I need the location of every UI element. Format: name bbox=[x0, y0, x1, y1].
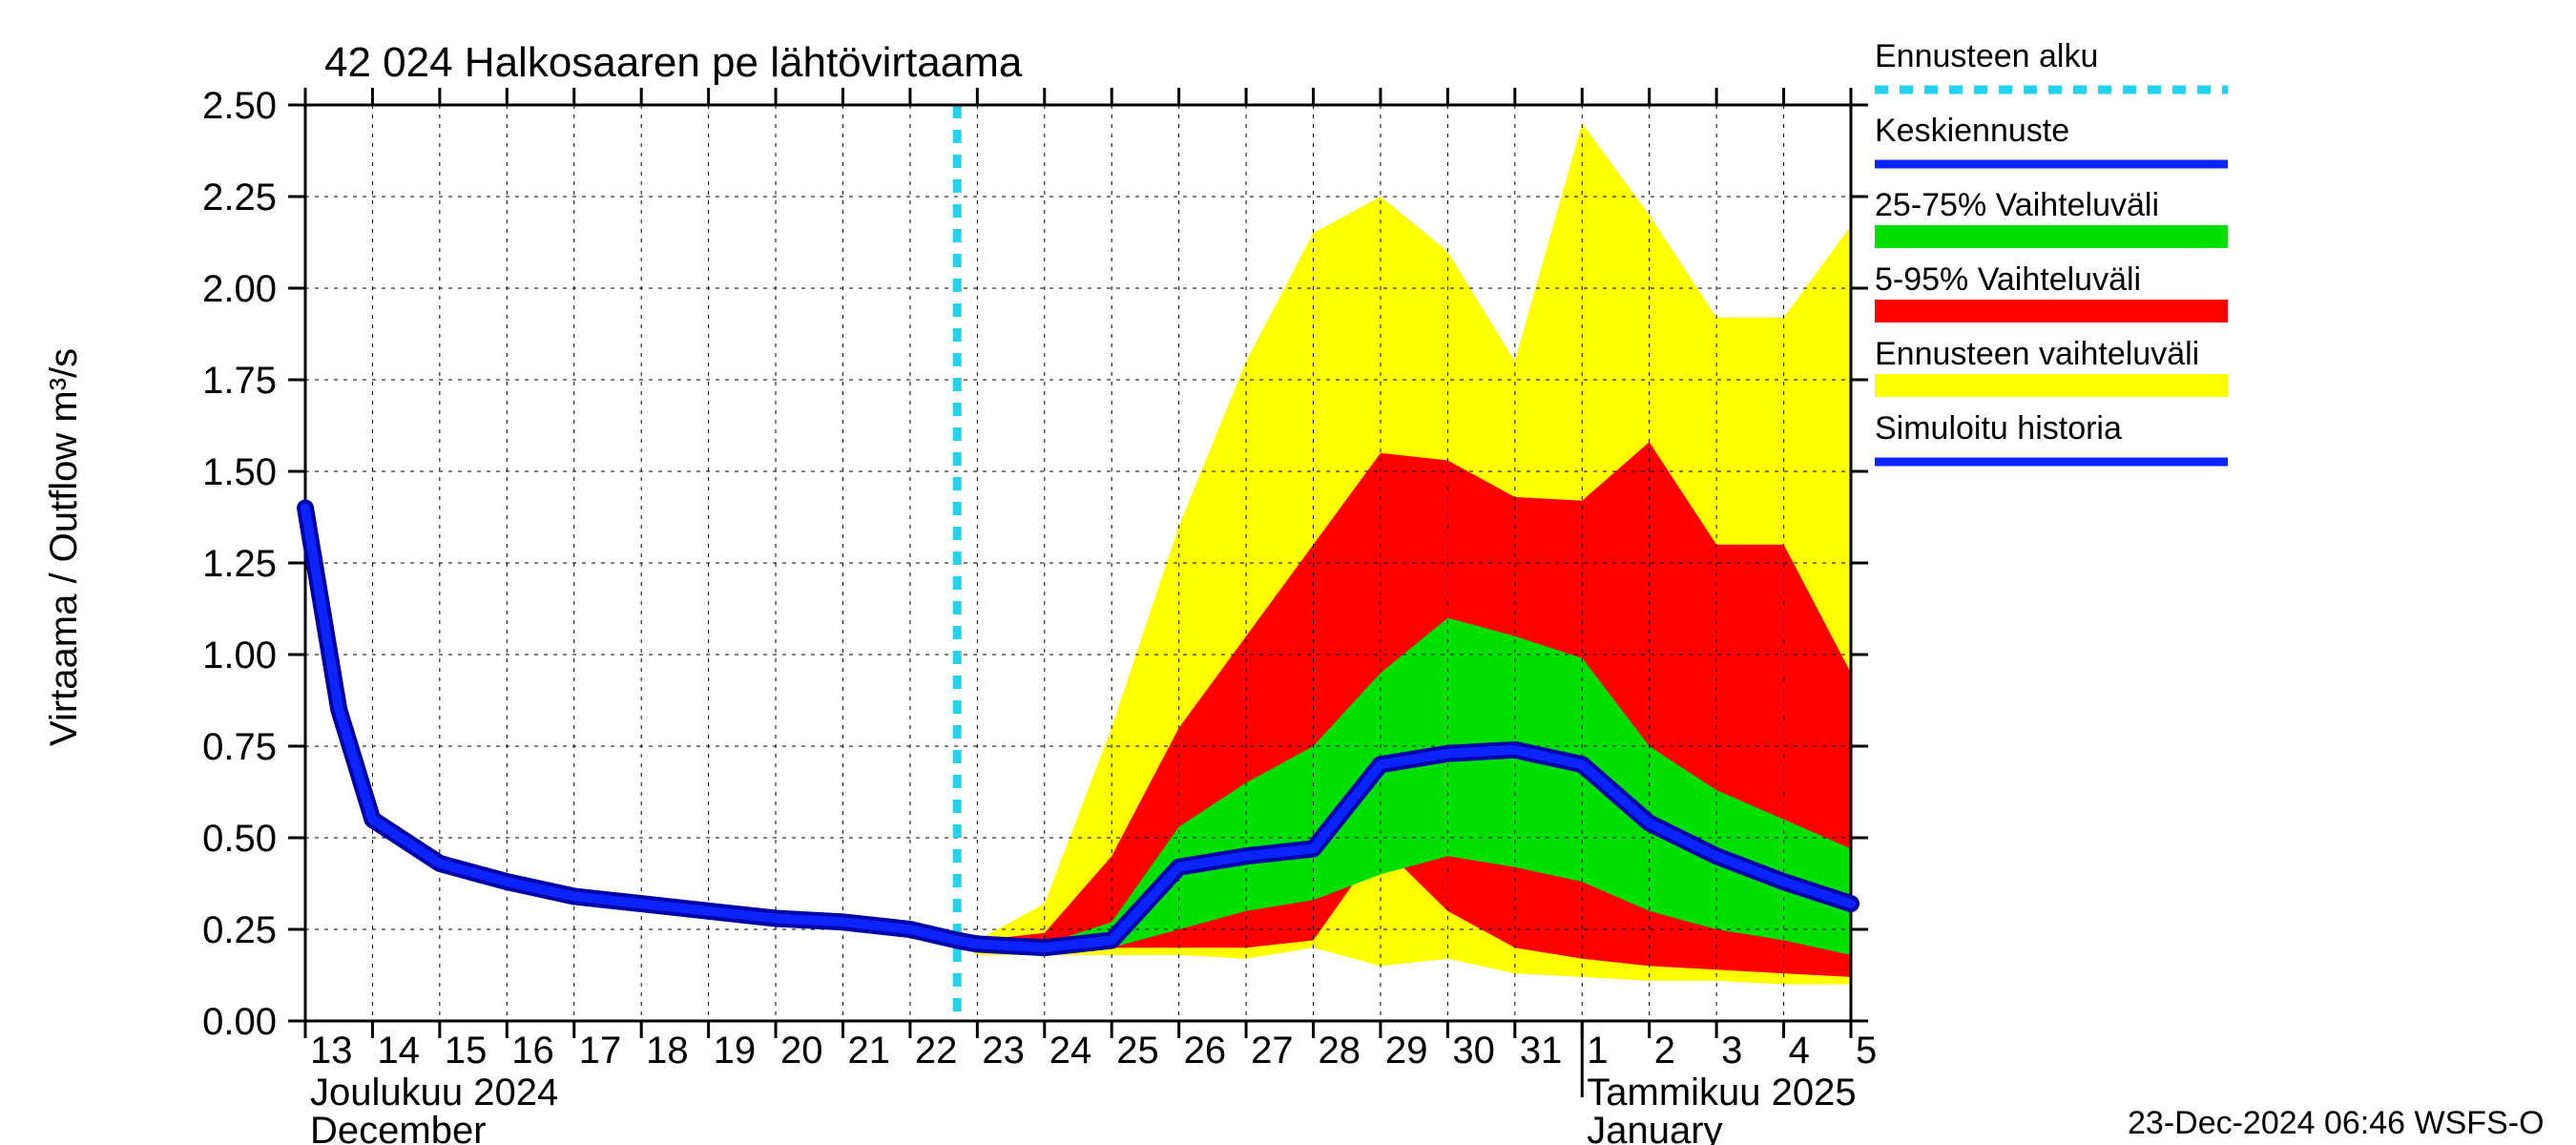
legend-label: Keskiennuste bbox=[1875, 113, 2069, 149]
month-label-fi: Joulukuu 2024 bbox=[310, 1072, 558, 1114]
chart-svg: 0.00 0.25 0.50 0.75 1.00 1.25 1.50 1.75 2.00 2.25… bbox=[0, 0, 2576, 1145]
x-tick-label: 14 bbox=[377, 1030, 420, 1072]
x-tick-label: 30 bbox=[1452, 1030, 1495, 1072]
legend-label: 5-95% Vaihteluväli bbox=[1875, 261, 2141, 298]
y-tick-label: 1.75 bbox=[202, 360, 277, 402]
x-tick-label: 31 bbox=[1520, 1030, 1563, 1072]
x-tick-label: 5 bbox=[1856, 1030, 1877, 1072]
chart-title: 42 024 Halkosaaren pe lähtövirtaama bbox=[324, 39, 1023, 86]
chart-container: { "chart": { "type": "line-band-forecast… bbox=[0, 0, 2576, 1145]
legend-swatch-band bbox=[1875, 225, 2228, 248]
legend-label: Ennusteen alku bbox=[1875, 38, 2098, 74]
x-tick-label: 16 bbox=[511, 1030, 554, 1072]
x-tick-label: 23 bbox=[982, 1030, 1025, 1072]
legend-label: Simuloitu historia bbox=[1875, 410, 2122, 447]
x-tick-label: 24 bbox=[1049, 1030, 1092, 1072]
x-tick-label: 26 bbox=[1184, 1030, 1227, 1072]
y-tick-label: 0.00 bbox=[202, 1001, 277, 1043]
y-tick-label: 0.25 bbox=[202, 909, 277, 951]
x-tick-label: 20 bbox=[780, 1030, 823, 1072]
x-tick-label: 27 bbox=[1251, 1030, 1294, 1072]
x-tick-label: 17 bbox=[579, 1030, 622, 1072]
x-tick-label: 2 bbox=[1654, 1030, 1675, 1072]
legend-label: Ennusteen vaihteluväli bbox=[1875, 336, 2199, 372]
x-tick-label: 25 bbox=[1116, 1030, 1159, 1072]
x-tick-label: 21 bbox=[847, 1030, 890, 1072]
legend-swatch-band bbox=[1875, 374, 2228, 397]
y-tick-label: 2.50 bbox=[202, 85, 277, 127]
y-tick-label: 1.50 bbox=[202, 451, 277, 493]
x-tick-label: 15 bbox=[445, 1030, 488, 1072]
legend-label: 25-75% Vaihteluväli bbox=[1875, 187, 2159, 223]
x-tick-label: 18 bbox=[646, 1030, 689, 1072]
legend-swatch-band bbox=[1875, 300, 2228, 323]
month-label-fi: Tammikuu 2025 bbox=[1587, 1072, 1856, 1114]
x-tick-label: 1 bbox=[1587, 1030, 1608, 1072]
x-tick-label: 22 bbox=[915, 1030, 958, 1072]
y-tick-label: 1.25 bbox=[202, 543, 277, 585]
footer-text: 23-Dec-2024 06:46 WSFS-O bbox=[2128, 1105, 2545, 1141]
y-tick-label: 0.50 bbox=[202, 818, 277, 860]
x-tick-label: 29 bbox=[1385, 1030, 1428, 1072]
y-tick-label: 2.00 bbox=[202, 268, 277, 310]
x-tick-label: 28 bbox=[1319, 1030, 1361, 1072]
y-tick-label: 2.25 bbox=[202, 177, 277, 219]
x-tick-label: 4 bbox=[1789, 1030, 1810, 1072]
y-tick-label: 1.00 bbox=[202, 635, 277, 677]
month-label-en: December bbox=[310, 1110, 487, 1145]
y-tick-label: 0.75 bbox=[202, 726, 277, 768]
x-tick-label: 13 bbox=[310, 1030, 353, 1072]
x-tick-label: 19 bbox=[714, 1030, 757, 1072]
x-tick-label: 3 bbox=[1721, 1030, 1742, 1072]
y-axis-label: Virtaama / Outflow m³/s bbox=[43, 348, 85, 746]
month-label-en: January bbox=[1587, 1110, 1722, 1145]
